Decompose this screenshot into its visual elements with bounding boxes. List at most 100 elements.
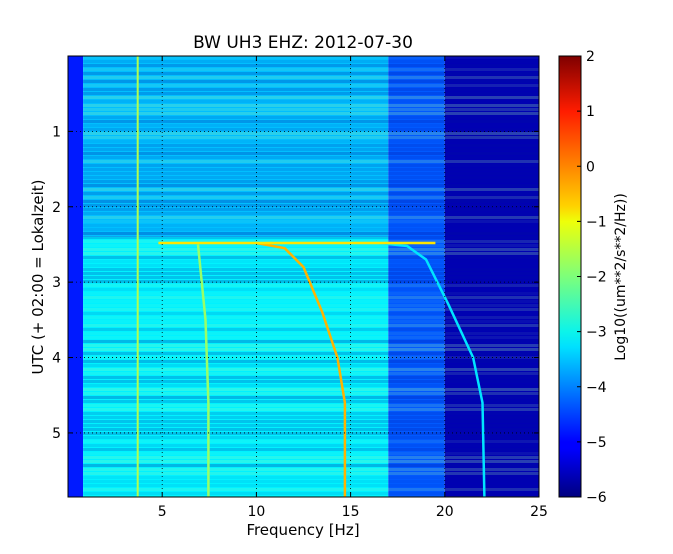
spectrogram-texture-row (83, 120, 539, 123)
y-axis-label: UTC (+ 02:00 = Lokalzeit) (29, 179, 47, 374)
spectrogram-texture-row (83, 452, 539, 455)
spectrogram-texture-row (83, 228, 539, 231)
spectrogram-texture-row (83, 316, 539, 319)
spectrogram-texture-row (83, 488, 539, 491)
spectrogram-texture-row (83, 204, 539, 207)
spectrogram-texture-row (83, 392, 539, 395)
plot-area (68, 56, 539, 497)
spectrogram-texture-row (83, 224, 539, 227)
spectrogram-texture-row (83, 416, 539, 419)
colorbar-tick-label: −1 (586, 214, 607, 230)
spectrogram-texture-row (83, 304, 539, 307)
spectrogram-texture-row (83, 232, 539, 235)
spectrogram-texture-row (83, 276, 539, 279)
spectrogram-texture-row (83, 112, 539, 115)
plot-frame (67, 55, 540, 498)
heatmap-region-5 (444, 56, 539, 497)
spectrogram-texture-row (83, 288, 539, 291)
spectrogram-texture-row (83, 320, 539, 323)
spectrogram-texture-row (83, 188, 539, 191)
spectrogram-texture-row (83, 412, 539, 415)
x-tick-label: 20 (436, 504, 454, 520)
spectrogram-texture-row (83, 492, 539, 495)
chart-title: BW UH3 EHZ: 2012-07-30 (193, 33, 413, 53)
spectrogram-texture-row (83, 472, 539, 475)
spectrogram-texture-row (83, 272, 539, 275)
x-tick-label: 10 (247, 504, 265, 520)
spectral-line-2 (196, 244, 210, 497)
spectrogram-texture-row (83, 292, 539, 295)
colorbar-tick-label: 0 (586, 159, 595, 175)
spectrogram-texture-row (83, 348, 539, 351)
spectrogram-texture-row (83, 140, 539, 143)
spectrogram-texture-row (83, 236, 539, 239)
colorbar-tick-label: −6 (586, 490, 607, 506)
spectrogram-texture-row (83, 208, 539, 211)
spectrogram-texture-row (83, 404, 539, 407)
spectrogram-texture-row (83, 64, 539, 67)
spectrogram-texture-row (83, 264, 539, 267)
spectrogram-texture-row (83, 364, 539, 367)
spectrogram-texture-row (83, 100, 539, 103)
spectrogram-texture-row (83, 368, 539, 371)
spectrogram-texture-row (83, 88, 539, 91)
spectrogram-texture-row (83, 116, 539, 119)
spectrogram-texture-row (83, 280, 539, 283)
spectrogram-texture-row (83, 300, 539, 303)
spectral-line-4 (378, 241, 486, 497)
heatmap-region-3 (83, 236, 389, 497)
spectrogram-texture-row (83, 408, 539, 411)
spectrogram-texture-row (83, 400, 539, 403)
y-tick-label: 2 (52, 200, 61, 216)
spectrogram-texture-row (83, 376, 539, 379)
spectrogram-texture-row (83, 268, 539, 271)
spectrogram-texture-row (83, 396, 539, 399)
spectrogram-texture-row (83, 72, 539, 75)
spectrogram-texture-row (83, 428, 539, 431)
spectrogram-texture-row (83, 332, 539, 335)
spectrogram-texture-row (83, 248, 539, 251)
spectrogram-texture-row (83, 136, 539, 139)
spectrogram-texture-row (83, 312, 539, 315)
spectrogram-texture-row (83, 380, 539, 383)
spectrogram-texture-row (83, 144, 539, 147)
spectrogram-texture-row (83, 444, 539, 447)
spectrogram-texture-row (83, 68, 539, 71)
spectrogram-texture-row (83, 360, 539, 363)
colorbar-tick-label: 2 (586, 49, 595, 65)
y-tick-label: 1 (52, 124, 61, 140)
spectrogram-texture-row (83, 296, 539, 299)
spectrogram-texture-row (83, 192, 539, 195)
spectrogram-texture-row (83, 384, 539, 387)
spectrogram-texture-row (83, 84, 539, 87)
spectrogram-texture-row (83, 480, 539, 483)
spectrogram-texture-row (83, 92, 539, 95)
spectrogram-texture-row (83, 132, 539, 135)
spectrogram-texture-row (83, 172, 539, 175)
colorbar-tick-label: −5 (586, 435, 607, 451)
spectrogram-texture-row (83, 104, 539, 107)
x-tick-label: 5 (158, 504, 167, 520)
spectrogram-texture-row (83, 308, 539, 311)
spectrogram-texture-row (83, 152, 539, 155)
spectrogram-texture-row (83, 80, 539, 83)
spectrogram-texture-row (83, 156, 539, 159)
heatmap-region-1 (68, 56, 84, 497)
spectrogram-texture-row (83, 216, 539, 219)
spectrogram-texture-row (83, 388, 539, 391)
spectrogram-texture-row (83, 220, 539, 223)
spectrogram-texture-row (83, 476, 539, 479)
spectrogram-texture-row (83, 468, 539, 471)
y-tick-label: 5 (52, 426, 61, 442)
spectrogram-texture-row (83, 176, 539, 179)
y-tick-label: 3 (52, 275, 61, 291)
spectrogram-texture-row (83, 440, 539, 443)
spectrogram-texture-row (83, 328, 539, 331)
spectrogram-texture-row (83, 60, 539, 63)
x-axis-label: Frequency [Hz] (246, 521, 359, 539)
spectrogram-texture-row (83, 260, 539, 263)
spectrogram-texture-row (83, 372, 539, 375)
spectrogram-texture-row (83, 196, 539, 199)
spectrogram-texture-row (83, 108, 539, 111)
